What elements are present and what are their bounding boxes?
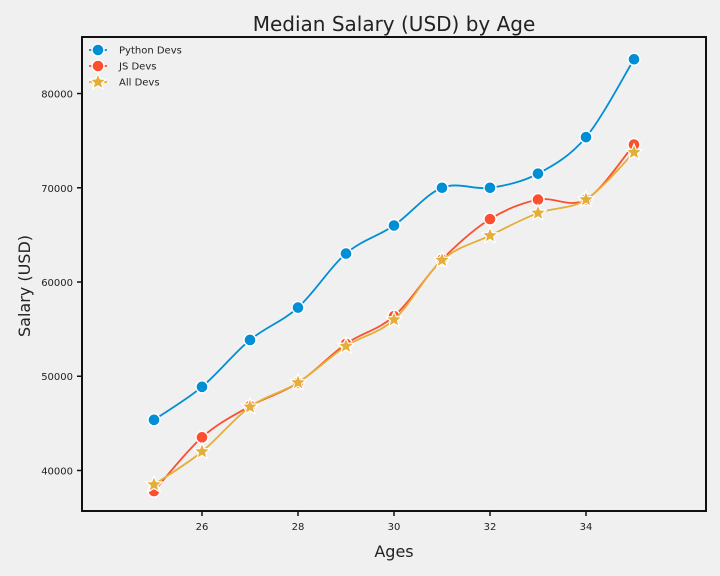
x-tick-label: 26: [196, 522, 209, 533]
data-point-all-devs: [576, 189, 596, 208]
data-point-all-devs: [240, 396, 260, 416]
x-tick-label: 28: [292, 522, 305, 533]
axes-frame: [81, 36, 707, 512]
y-tick-label: 40000: [41, 466, 73, 477]
legend-marker-python-devs: [91, 43, 105, 57]
legend-marker-js-devs: [91, 59, 105, 73]
legend-label-all-devs: All Devs: [119, 78, 160, 89]
legend-label-js-devs: JS Devs: [118, 62, 156, 73]
chart-title: Median Salary (USD) by Age: [253, 12, 536, 36]
data-point-python-devs: [483, 181, 497, 195]
data-point-python-devs: [339, 246, 353, 261]
data-point-all-devs: [528, 202, 548, 222]
data-point-python-devs: [387, 218, 401, 233]
data-point-python-devs: [147, 413, 161, 427]
x-tick-label: 32: [484, 522, 497, 533]
x-axis-label: Ages: [374, 542, 413, 561]
y-tick-label: 70000: [41, 184, 73, 195]
data-point-all-devs: [624, 142, 644, 161]
data-point-all-devs: [384, 309, 404, 328]
data-point-all-devs: [336, 336, 356, 355]
data-point-python-devs: [531, 166, 545, 181]
y-tick-label: 80000: [41, 90, 73, 101]
data-point-all-devs: [432, 250, 452, 269]
y-axis-label: Salary (USD): [15, 235, 34, 337]
legend-marker-all-devs: [88, 71, 108, 91]
y-tick-label: 50000: [41, 372, 73, 383]
x-tick-label: 30: [388, 522, 401, 533]
legend-label-python-devs: Python Devs: [119, 46, 182, 57]
data-point-all-devs: [144, 474, 164, 493]
data-point-python-devs: [243, 333, 257, 347]
data-point-python-devs: [579, 130, 593, 144]
data-point-python-devs: [291, 300, 305, 315]
legend: Python Devs JS Devs All Devs: [88, 43, 182, 91]
data-point-js-devs: [483, 212, 497, 226]
data-point-python-devs: [435, 181, 449, 195]
y-tick-label: 60000: [41, 278, 73, 289]
data-point-all-devs: [288, 372, 308, 391]
x-tick-label: 34: [580, 522, 593, 533]
data-point-all-devs: [480, 225, 500, 244]
plot-area: 26 28 30 32 34 40000 50000 60000 70000 80000: [41, 36, 707, 533]
data-point-all-devs: [192, 441, 212, 460]
data-point-python-devs: [627, 52, 641, 66]
data-point-python-devs: [195, 380, 209, 394]
